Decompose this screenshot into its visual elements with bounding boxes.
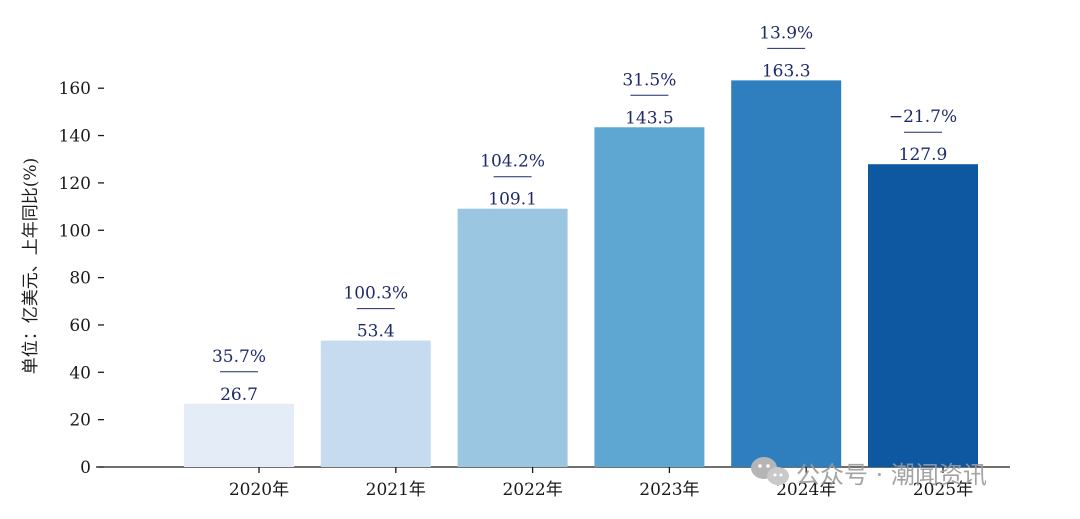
y-tick-label: 160	[59, 79, 91, 99]
y-axis-label: 单位：亿美元、上年同比(%)	[21, 158, 41, 374]
value-label: 163.3	[762, 61, 811, 81]
x-tick-label: 2022年	[502, 480, 562, 500]
bar	[457, 208, 568, 467]
y-tick-label: 60	[69, 316, 91, 336]
y-tick-label: 20	[69, 411, 91, 431]
watermark: 公众号 · 潮闻资讯	[751, 457, 987, 489]
x-tick-label: 2025年	[913, 480, 973, 500]
x-tick-label: 2020年	[229, 480, 289, 500]
yoy-growth-label: 104.2%	[480, 152, 545, 172]
x-tick-label: 2021年	[366, 480, 426, 500]
y-tick-label: 140	[59, 127, 91, 147]
value-label: 143.5	[625, 108, 674, 128]
yoy-growth-label: 13.9%	[759, 23, 813, 43]
yoy-growth-label: 35.7%	[212, 347, 266, 367]
x-tick-label: 2023年	[639, 480, 699, 500]
bar	[868, 164, 978, 467]
y-tick-label: 120	[59, 174, 91, 194]
value-label: 53.4	[357, 322, 395, 342]
y-tick-label: 0	[80, 458, 91, 478]
bar	[731, 80, 842, 467]
wechat-icon	[751, 457, 789, 485]
bar	[320, 340, 431, 467]
y-tick-label: 80	[69, 269, 91, 289]
bar	[594, 127, 705, 468]
value-label: 26.7	[220, 385, 258, 405]
data-labels: 26.7 35.7% 53.4 100.3% 109.1 104.2% 143.5 31.5%…	[212, 23, 957, 404]
bar	[184, 403, 294, 467]
yoy-growth-label: 100.3%	[343, 284, 408, 304]
watermark-text: 公众号 · 潮闻资讯	[796, 461, 987, 489]
y-tick-label: 100	[59, 221, 91, 241]
x-tick-label: 2024年	[776, 480, 836, 500]
yoy-growth-label: 31.5%	[622, 70, 676, 90]
value-label: 109.1	[488, 190, 537, 210]
bars	[184, 80, 978, 468]
value-label: 127.9	[899, 145, 948, 165]
y-tick-label: 40	[69, 363, 91, 383]
yoy-growth-label: −21.7%	[889, 107, 957, 127]
